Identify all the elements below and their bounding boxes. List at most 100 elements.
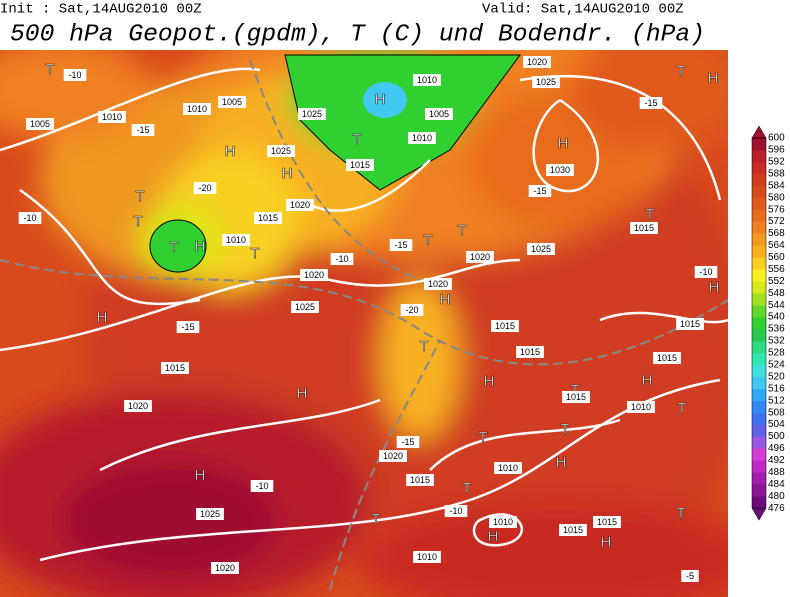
colorbar-band	[752, 400, 766, 413]
colorbar-band	[752, 149, 766, 163]
isoline-label: -15	[136, 125, 149, 135]
map	[0, 50, 728, 597]
isoline-label: -15	[401, 437, 414, 447]
colorbar-label: 492	[768, 455, 785, 466]
isoline-label: 1020	[215, 563, 235, 573]
isobar	[99, 398, 381, 472]
isoline-label: 1015	[597, 517, 617, 527]
colorbar-label: 588	[768, 168, 785, 179]
label-box	[267, 145, 295, 157]
pressure-center: H	[195, 238, 206, 255]
pressure-center: T	[478, 429, 487, 446]
pressure-center: H	[708, 70, 719, 87]
label-box	[630, 222, 658, 234]
low-center	[363, 82, 407, 118]
isoline-label: -10	[255, 481, 268, 491]
isoline-label: -15	[181, 322, 194, 332]
pressure-center: H	[488, 528, 499, 545]
colorbar-band	[752, 329, 766, 342]
pressure-center: H	[97, 309, 108, 326]
pressure-center: H	[709, 279, 720, 296]
pressure-center: H	[225, 143, 236, 160]
label-box	[491, 320, 519, 332]
label-box	[161, 362, 189, 374]
isoline-label: 1010	[226, 235, 246, 245]
colorbar-band	[752, 161, 766, 175]
label-box	[676, 318, 704, 330]
colorbar-band	[752, 496, 766, 509]
colorbar-band	[752, 412, 766, 425]
pressure-center: H	[642, 372, 653, 389]
pressure-center: T	[677, 400, 686, 417]
field-area	[360, 500, 728, 597]
colorbar-band	[752, 197, 766, 210]
colorbar-band	[752, 138, 766, 151]
colorbar-band	[752, 340, 766, 354]
colorbar-band	[752, 185, 766, 198]
label-box	[176, 321, 200, 333]
colorbar-band	[752, 257, 766, 270]
isoline-label: 1020	[290, 200, 310, 210]
colorbar-band	[752, 209, 766, 222]
colorbar-label: 568	[768, 228, 785, 239]
isoline-label: 1025	[295, 302, 315, 312]
isoline-label: 1020	[128, 401, 148, 411]
pressure-center: T	[169, 239, 178, 256]
label-box	[98, 111, 126, 123]
isoline-label: 1005	[429, 109, 449, 119]
isoline-label: -15	[394, 240, 407, 250]
isoline-label: 1020	[428, 279, 448, 289]
colorbar-label: 544	[768, 300, 785, 311]
colorbar-band	[752, 352, 766, 366]
label-box	[389, 239, 413, 251]
colorbar-label: 532	[768, 336, 785, 347]
pressure-center: T	[676, 63, 685, 80]
colorbar-label: 548	[768, 288, 785, 299]
label-box	[413, 74, 441, 86]
pressure-center: H	[556, 454, 567, 471]
field-area	[380, 280, 460, 440]
isoline-label: 1025	[271, 146, 291, 156]
pressure-center: T	[250, 245, 259, 262]
label-box	[489, 516, 517, 528]
colorbar-top	[751, 125, 767, 139]
isoline-label: 1010	[102, 112, 122, 122]
isoline-label: 1015	[566, 392, 586, 402]
isoline-label: -10	[335, 254, 348, 264]
isobar	[429, 418, 621, 471]
isobar	[532, 98, 600, 193]
label-box	[627, 401, 655, 413]
colorbar-label: 488	[768, 467, 785, 478]
isoline-label: -5	[686, 571, 694, 581]
label-box	[408, 132, 436, 144]
colorbar-band	[752, 424, 766, 437]
pressure-center: T	[371, 511, 380, 528]
isoline-label: 1025	[536, 77, 556, 87]
label-box	[183, 103, 211, 115]
label-box	[528, 185, 552, 197]
pressure-center: T	[645, 206, 654, 223]
colorbar-label: 560	[768, 252, 785, 263]
isoline-label: -10	[699, 267, 712, 277]
pressure-center: T	[423, 232, 432, 249]
label-box	[681, 570, 699, 582]
colorbar-band	[752, 388, 766, 401]
isobar	[19, 188, 201, 306]
colorbar-label: 556	[768, 264, 785, 275]
isoline-label: 1005	[30, 119, 50, 129]
label-box	[250, 480, 274, 492]
label-box	[639, 97, 663, 109]
colorbar: 4764804844884924965005045085125165205245…	[751, 125, 785, 521]
isoline-label: 1010	[417, 552, 437, 562]
colorbar-label: 528	[768, 348, 785, 359]
colorbar-band	[752, 448, 766, 461]
colorbar-band	[752, 364, 766, 378]
colorbar-label: 576	[768, 204, 785, 215]
label-box	[211, 562, 239, 574]
isobar	[0, 67, 261, 152]
isoline-label: 1010	[417, 75, 437, 85]
isoline-label: 1015	[165, 363, 185, 373]
colorbar-band	[752, 305, 766, 318]
isoline-label: 1020	[304, 270, 324, 280]
isoline-label: 1010	[631, 402, 651, 412]
